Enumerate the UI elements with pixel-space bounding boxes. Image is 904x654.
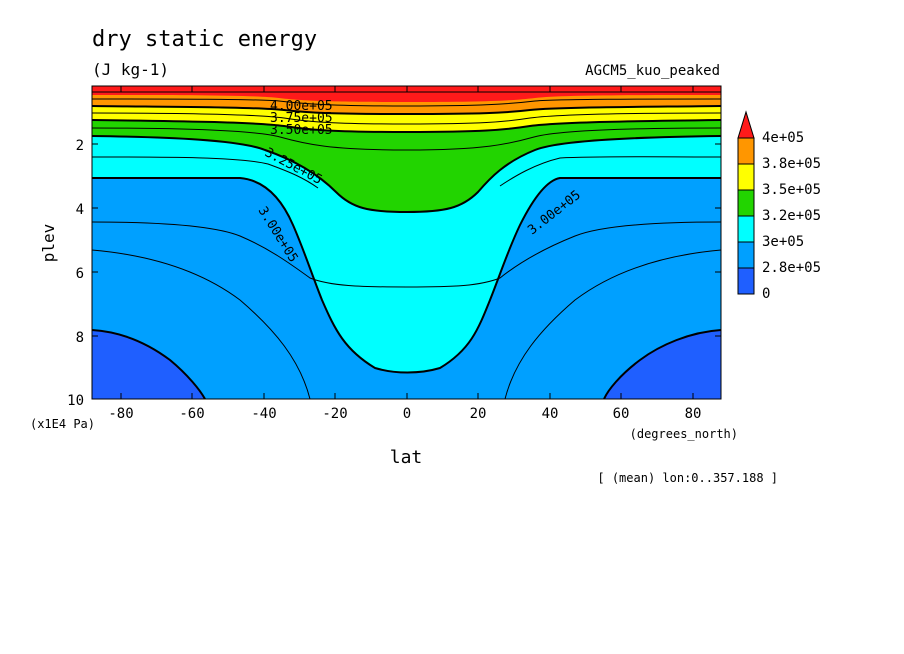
colorbar-label: 3.5e+05: [762, 182, 821, 198]
colorbar-swatch-4: [737, 163, 755, 191]
y-tick-label: 4: [76, 202, 84, 218]
x-axis-title: lat: [390, 447, 423, 468]
chart-units: (J kg-1): [92, 60, 169, 79]
x-units: (degrees_north): [630, 427, 738, 441]
colorbar-label: 3.2e+05: [762, 208, 821, 224]
colorbar-swatch-0: [737, 267, 755, 295]
contour-fills: 4.00e+05 3.75e+05 3.50e+05 3.25e+05 3.00…: [92, 86, 721, 399]
colorbar-swatch-5: [737, 137, 755, 165]
model-name: AGCM5_kuo_peaked: [585, 63, 720, 79]
y-units: (x1E4 Pa): [30, 417, 95, 431]
colorbar-swatch-3: [737, 189, 755, 217]
colorbar: 0 2.8e+05 3e+05 3.2e+05 3.5e+05 3.8e+05 …: [737, 110, 821, 302]
x-tick-label: 60: [613, 406, 630, 422]
x-axis: -80 -60 -40 -20 0 20 40 60 80 (degrees_n…: [108, 86, 738, 468]
footnote: [ (mean) lon:0..357.188 ]: [597, 471, 778, 485]
x-tick-label: 20: [470, 406, 487, 422]
contour-label-350: 3.50e+05: [270, 123, 333, 138]
y-axis: 2 4 6 8 10 (x1E4 Pa) plev: [30, 138, 721, 431]
colorbar-swatch-2: [737, 215, 755, 243]
colorbar-label: 3.8e+05: [762, 156, 821, 172]
y-tick-label: 8: [76, 330, 84, 346]
x-tick-label: -20: [322, 406, 347, 422]
y-tick-label: 10: [67, 393, 84, 409]
colorbar-label: 3e+05: [762, 234, 804, 250]
contour-lines: [92, 91, 721, 399]
x-tick-label: -80: [108, 406, 133, 422]
x-tick-label: 0: [403, 406, 411, 422]
colorbar-label: 2.8e+05: [762, 260, 821, 276]
x-tick-label: -40: [251, 406, 276, 422]
y-axis-title: plev: [39, 224, 58, 263]
y-tick-label: 6: [76, 266, 84, 282]
x-tick-label: -60: [179, 406, 204, 422]
fill-red: [92, 86, 721, 102]
y-tick-label: 2: [76, 138, 84, 154]
colorbar-arrow: [737, 110, 755, 139]
x-tick-label: 40: [542, 406, 559, 422]
x-tick-label: 80: [685, 406, 702, 422]
contour-label-375: 3.75e+05: [270, 111, 333, 126]
colorbar-label: 4e+05: [762, 130, 804, 146]
colorbar-swatch-1: [737, 241, 755, 269]
contour-label-400: 4.00e+05: [270, 99, 333, 114]
colorbar-label: 0: [762, 286, 770, 302]
chart-title: dry static energy: [92, 27, 317, 52]
